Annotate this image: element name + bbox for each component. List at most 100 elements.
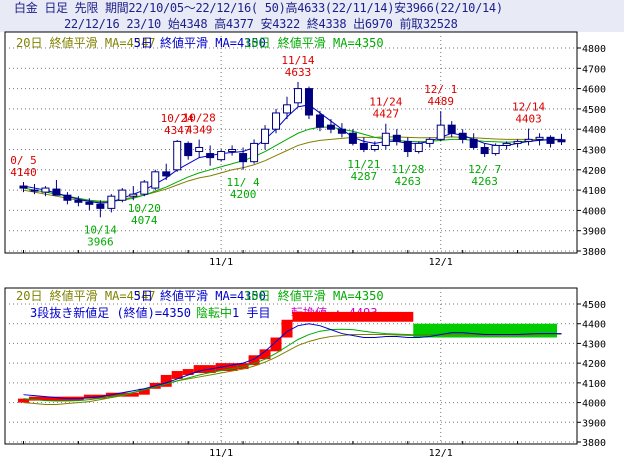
y-tick-label: 3900 <box>582 418 606 429</box>
candle-body <box>140 181 149 195</box>
x-tick-label: 11/1 <box>209 257 233 268</box>
x-tick-label: 11/1 <box>209 448 233 459</box>
candle-body <box>381 132 390 146</box>
break-brick-up <box>237 363 249 370</box>
candle-body <box>392 134 401 142</box>
y-tick-label: 4400 <box>582 125 606 136</box>
candle-body <box>337 128 346 134</box>
annotation-value: 4427 <box>373 108 400 121</box>
annotation-value: 4263 <box>395 175 422 188</box>
legend-ma-2: 10日 終値平滑 MA=4350 <box>244 288 383 303</box>
candle-body <box>206 153 215 159</box>
annotation-value: 4074 <box>131 214 158 227</box>
y-tick-label: 4000 <box>582 206 606 217</box>
y-tick-label: 4200 <box>582 359 606 370</box>
candle-body <box>184 142 193 157</box>
candle-body <box>162 171 171 177</box>
break-brick-up <box>28 396 84 401</box>
candle-body <box>326 124 335 130</box>
y-tick-label: 4800 <box>582 44 606 55</box>
candle-body <box>348 132 357 144</box>
chart-header-period: 白金 日足 先限 期間22/10/05～22/12/16( 50)高4633(2… <box>0 0 624 16</box>
candle-body <box>63 194 72 201</box>
candle-body <box>118 189 127 201</box>
candle-body <box>436 124 445 140</box>
annotation-date: 11/14 <box>281 54 314 67</box>
x-tick-label: 12/1 <box>429 448 453 459</box>
y-tick-label: 4100 <box>582 379 606 390</box>
candle-body <box>96 203 105 209</box>
candle-body <box>469 138 478 148</box>
y-tick-label: 4500 <box>582 105 606 116</box>
candle-body <box>513 140 522 144</box>
annotation-value: 4263 <box>471 175 498 188</box>
candle-body <box>293 88 302 104</box>
candle-body <box>414 142 423 153</box>
annotation-date: 11/ 4 <box>227 176 260 189</box>
candle-body <box>19 185 28 189</box>
y-tick-label: 4100 <box>582 186 606 197</box>
candle-body <box>480 146 489 155</box>
candle-body <box>502 142 511 146</box>
candle-body <box>370 144 379 151</box>
candle-body <box>261 128 270 144</box>
break-brick-up <box>138 388 150 395</box>
annotation-value: 4489 <box>427 95 454 108</box>
candle-body <box>30 189 39 192</box>
break-brick-up <box>171 371 183 379</box>
candle-body <box>250 142 259 163</box>
y-tick-label: 4400 <box>582 320 606 331</box>
candle-body <box>41 187 50 193</box>
candle-body <box>524 138 533 142</box>
candle-body <box>217 151 226 161</box>
break-brick-up <box>248 355 260 366</box>
annotation-date: 0/ 5 <box>10 154 37 167</box>
break-brick-up <box>281 319 293 338</box>
candle-body <box>458 132 467 140</box>
candle-body <box>85 201 94 205</box>
annotation-value: 4403 <box>515 113 542 126</box>
break-brick-up <box>270 337 282 352</box>
annotation-value: 4633 <box>285 66 312 79</box>
candle-body <box>557 139 566 143</box>
candle-body <box>315 114 324 128</box>
annotation-date: 11/28 <box>391 163 424 176</box>
annotation-date: 11/24 <box>369 96 402 109</box>
annotation-date: 10/14 <box>84 223 117 236</box>
break-brick-up <box>182 369 194 375</box>
candle-body <box>535 136 544 140</box>
candle-body <box>425 138 434 144</box>
break-chart-status-1: 陰転中 <box>196 305 232 320</box>
annotation-value: 3966 <box>87 235 114 248</box>
break-chart-status-2: 1 手目 <box>232 306 270 320</box>
break-brick-up <box>193 365 216 373</box>
break-brick-up <box>259 349 271 360</box>
break-brick-up <box>160 374 172 387</box>
y-tick-label: 3800 <box>582 438 606 449</box>
annotation-date: 10/24 <box>161 112 194 125</box>
chart-header-session: 22/12/16 23/10 始4348 高4377 安4322 終4338 出… <box>0 16 624 32</box>
annotation-value: 4287 <box>351 170 378 183</box>
candle-body <box>228 149 237 153</box>
annotation-value: 4140 <box>10 166 37 179</box>
annotation-date: 10/28 <box>183 112 216 125</box>
candle-body <box>195 146 204 153</box>
y-tick-label: 3800 <box>582 247 606 258</box>
break-brick-up <box>292 311 414 322</box>
ma5-line <box>23 323 562 400</box>
y-tick-label: 3900 <box>582 227 606 238</box>
candle-body <box>129 193 138 197</box>
annotation-date: 10/20 <box>128 202 161 215</box>
candle-body <box>447 124 456 134</box>
break-brick-up <box>215 363 238 372</box>
legend-ma-0: 20日 終値平滑 MA=4347 <box>16 288 155 303</box>
break-brick-up <box>18 398 29 403</box>
candle-body <box>546 136 555 144</box>
legend-ma-1: 5日 終値平滑 MA=4350 <box>134 288 266 303</box>
y-tick-label: 4000 <box>582 399 606 410</box>
y-tick-label: 4700 <box>582 64 606 75</box>
candle-body <box>74 199 83 203</box>
plot-frame-break <box>4 287 578 445</box>
candle-body <box>151 171 160 189</box>
